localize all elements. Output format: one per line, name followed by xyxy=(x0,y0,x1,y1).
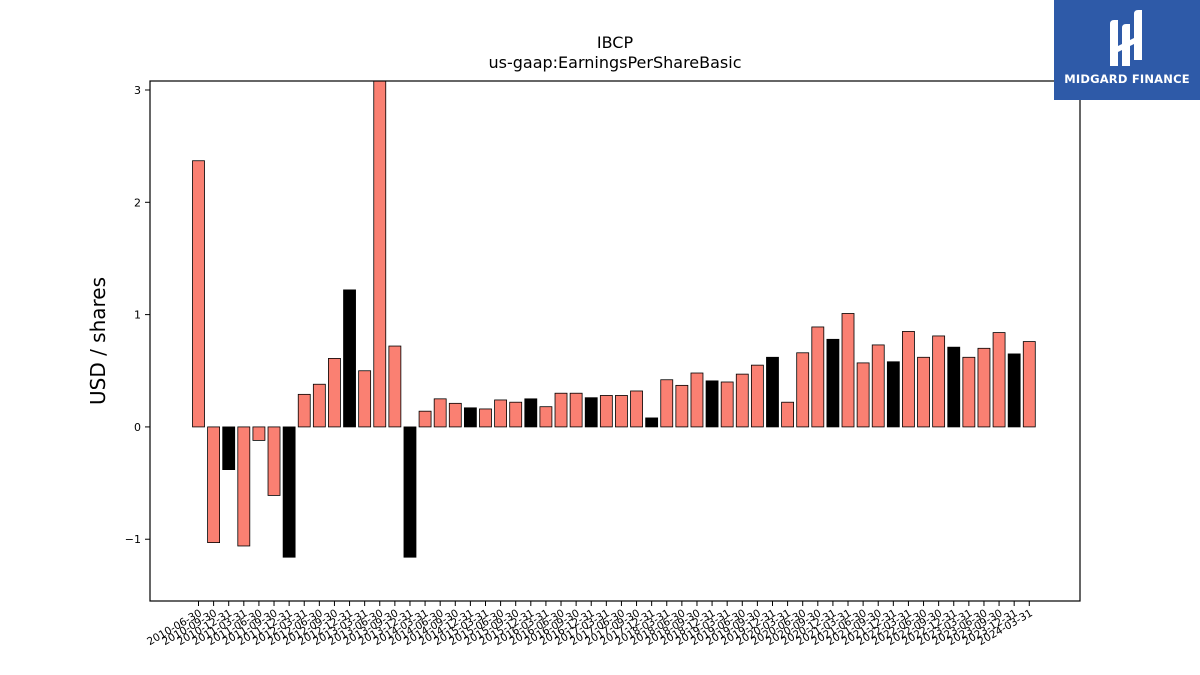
bar xyxy=(750,364,764,428)
logo-text: MIDGARD FINANCE xyxy=(1064,72,1190,86)
bar xyxy=(418,410,432,428)
bar xyxy=(630,390,643,428)
bar xyxy=(403,426,417,558)
y-tick-label: −1 xyxy=(125,533,141,546)
bar xyxy=(312,383,326,428)
bar xyxy=(1007,353,1021,428)
bar xyxy=(584,397,598,428)
bar xyxy=(841,313,855,428)
bar xyxy=(992,332,1006,428)
bar xyxy=(735,373,749,428)
chart-title: IBCP xyxy=(597,33,634,52)
y-tick-label: 0 xyxy=(134,421,141,434)
bar xyxy=(615,395,628,428)
chart-subtitle: us-gaap:EarningsPerShareBasic xyxy=(488,53,741,72)
bar xyxy=(599,395,613,428)
bar xyxy=(192,160,205,428)
midgard-logo-icon xyxy=(1110,10,1142,66)
bar xyxy=(886,361,900,428)
bar xyxy=(645,417,659,428)
bar xyxy=(554,392,568,428)
y-axis-label: USD / shares xyxy=(86,277,110,405)
bar xyxy=(343,289,356,428)
bar xyxy=(358,370,372,428)
bar xyxy=(569,392,583,428)
bar xyxy=(977,347,991,428)
bar xyxy=(675,384,689,428)
bar xyxy=(388,345,402,428)
bar xyxy=(811,326,825,428)
bar xyxy=(222,426,236,471)
bar xyxy=(297,393,311,428)
bar xyxy=(237,426,251,547)
y-tick-label: 3 xyxy=(134,84,141,97)
bar xyxy=(373,81,387,428)
y-tick-label: 1 xyxy=(134,309,141,322)
bar xyxy=(509,401,523,428)
midgard-finance-logo: MIDGARD FINANCE xyxy=(1054,0,1200,100)
bar xyxy=(448,402,462,428)
y-axis: −1 0 1 2 3 xyxy=(125,84,150,546)
bar xyxy=(902,331,915,428)
bar xyxy=(947,346,961,428)
bar xyxy=(463,407,477,428)
bar xyxy=(524,398,538,428)
bar xyxy=(856,362,870,428)
bar xyxy=(267,426,281,496)
x-axis: 2010-06-302010-09-302010-12-312011-03-31… xyxy=(145,601,1035,648)
plot-frame xyxy=(149,80,1081,602)
bar xyxy=(720,381,734,428)
bar xyxy=(1022,341,1036,428)
bar xyxy=(479,408,492,428)
bar xyxy=(871,344,885,428)
bar xyxy=(690,372,704,428)
bar xyxy=(494,399,508,428)
bar xyxy=(705,380,719,428)
bars-group xyxy=(192,81,1036,558)
bar xyxy=(433,398,447,428)
bar xyxy=(328,358,341,428)
bar xyxy=(660,379,674,428)
bar xyxy=(781,401,794,428)
bar xyxy=(766,356,779,428)
bar xyxy=(826,338,840,428)
bar xyxy=(962,356,976,428)
bar xyxy=(282,426,296,558)
bar xyxy=(917,356,930,428)
bar xyxy=(796,352,810,428)
bar xyxy=(207,426,221,544)
bar xyxy=(539,406,553,428)
bar xyxy=(932,335,946,428)
y-tick-label: 2 xyxy=(134,196,141,209)
bar xyxy=(252,426,266,441)
